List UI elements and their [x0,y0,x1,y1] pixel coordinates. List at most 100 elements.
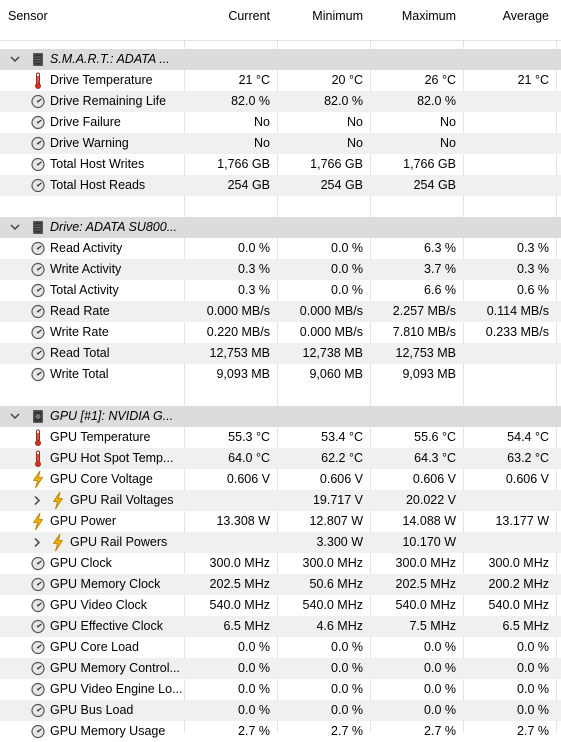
maximum-value: 55.6 °C [414,430,456,444]
average-value: 0.0 % [517,703,549,717]
sensor-label: Total Host Reads [50,178,146,192]
current-value: 21 °C [238,73,270,87]
sensor-label: Drive Warning [50,136,129,150]
current-value: 0.0 % [238,241,270,255]
minimum-value: 0.0 % [331,262,363,276]
sensor-row[interactable]: GPU Clock 300.0 MHz 300.0 MHz 300.0 MHz 300.… [0,553,561,574]
sensor-label: GPU Memory Control... [50,661,180,675]
minimum-value: 0.606 V [319,472,363,486]
average-value: 0.3 % [517,262,549,276]
column-header-maximum[interactable]: Maximum [401,9,456,23]
minimum-value: 0.0 % [331,703,363,717]
sensor-group-row[interactable]: S.M.A.R.T.: ADATA ... [0,49,561,70]
sensor-label: GPU Bus Load [50,703,134,717]
sensor-label: GPU Hot Spot Temp... [50,451,174,465]
sensor-row[interactable]: GPU Bus Load 0.0 % 0.0 % 0.0 % 0.0 % [0,700,561,721]
current-value [184,490,270,511]
current-value: 0.000 MB/s [206,304,270,318]
sensor-row[interactable]: Write Activity 0.3 % 0.0 % 3.7 % 0.3 % [0,259,561,280]
sensor-row[interactable]: GPU Core Voltage 0.606 V 0.606 V 0.606 V 0.6… [0,469,561,490]
thermometer-icon [30,427,46,448]
sensor-label: Drive Failure [50,115,121,129]
sensor-group-row[interactable]: GPU [#1]: NVIDIA G... [0,406,561,427]
gauge-icon [30,322,46,343]
current-value: 0.3 % [238,262,270,276]
average-value [463,532,549,553]
sensor-row[interactable]: Drive Remaining Life 82.0 % 82.0 % 82.0 % [0,91,561,112]
sensor-label: GPU Clock [50,556,112,570]
gauge-icon [30,133,46,154]
sensor-row[interactable]: GPU Effective Clock 6.5 MHz 4.6 MHz 7.5 MHz… [0,616,561,637]
average-value: 0.114 MB/s [486,304,549,318]
sensor-row[interactable]: GPU Video Engine Lo... 0.0 % 0.0 % 0.0 % 0.0… [0,679,561,700]
average-value [463,343,549,364]
sensor-row[interactable]: GPU Hot Spot Temp... 64.0 °C 62.2 °C 64.3 °… [0,448,561,469]
sensor-group-row[interactable]: Drive: ADATA SU800... [0,217,561,238]
sensor-subgroup-row[interactable]: GPU Rail Voltages 19.717 V 20.022 V [0,490,561,511]
gauge-icon [30,595,46,616]
drive-icon [30,217,46,238]
maximum-value: 82.0 % [417,94,456,108]
gauge-icon [30,301,46,322]
current-value: 82.0 % [231,94,270,108]
sensor-label: Read Rate [50,304,110,318]
minimum-value: 3.300 W [316,535,363,549]
chevron-right-icon[interactable] [30,532,44,553]
sensor-label: Read Activity [50,241,123,255]
sensor-row[interactable]: GPU Memory Clock 202.5 MHz 50.6 MHz 202.5 M… [0,574,561,595]
chevron-right-icon[interactable] [30,490,44,511]
sensor-row[interactable]: GPU Core Load 0.0 % 0.0 % 0.0 % 0.0 % [0,637,561,658]
sensor-row[interactable]: Read Rate 0.000 MB/s 0.000 MB/s 2.257 MB/s 0… [0,301,561,322]
sensor-row[interactable]: Total Host Writes 1,766 GB 1,766 GB 1,766 G… [0,154,561,175]
minimum-value: 62.2 °C [321,451,363,465]
sensor-row[interactable]: Read Activity 0.0 % 0.0 % 6.3 % 0.3 % [0,238,561,259]
maximum-value: 12,753 MB [395,346,456,360]
maximum-value: 64.3 °C [414,451,456,465]
sensor-subgroup-row[interactable]: GPU Rail Powers 3.300 W 10.170 W [0,532,561,553]
maximum-value: 20.022 V [405,493,456,507]
minimum-value: No [347,136,363,150]
average-value: 0.6 % [517,283,549,297]
column-header-average[interactable]: Average [502,9,549,23]
gauge-icon [30,154,46,175]
sensor-row[interactable]: Total Host Reads 254 GB 254 GB 254 GB [0,175,561,196]
minimum-value: 540.0 MHz [302,598,363,612]
minimum-value: 12,738 MB [302,346,363,360]
minimum-value: 0.0 % [331,640,363,654]
chevron-down-icon[interactable] [8,406,22,427]
sensor-row[interactable]: Write Total 9,093 MB 9,060 MB 9,093 MB [0,364,561,385]
sensor-row[interactable]: GPU Power 13.308 W 12.807 W 14.088 W 13.177 … [0,511,561,532]
minimum-value: 0.0 % [331,241,363,255]
sensor-row[interactable]: Drive Temperature 21 °C 20 °C 26 °C 21 °C [0,70,561,91]
chevron-down-icon[interactable] [8,49,22,70]
chevron-down-icon[interactable] [8,217,22,238]
sensor-row[interactable]: Drive Failure No No No [0,112,561,133]
current-value: 55.3 °C [228,430,270,444]
sensor-label: GPU Core Voltage [50,472,153,486]
gauge-icon [30,259,46,280]
minimum-value: 82.0 % [324,94,363,108]
average-value: 21 °C [517,73,549,87]
maximum-value: 0.0 % [424,703,456,717]
sensor-label: Read Total [50,346,110,360]
sensor-label: Drive Remaining Life [50,94,167,108]
average-value: 63.2 °C [507,451,549,465]
sensor-row[interactable]: GPU Video Clock 540.0 MHz 540.0 MHz 540.0 M… [0,595,561,616]
column-header-sensor[interactable]: Sensor [8,9,48,23]
sensor-row[interactable]: Read Total 12,753 MB 12,738 MB 12,753 MB [0,343,561,364]
sensor-list: S.M.A.R.T.: ADATA ... Drive Temperature 21… [0,49,561,742]
average-value [463,364,549,385]
column-separator [556,0,557,732]
sensor-row[interactable]: GPU Temperature 55.3 °C 53.4 °C 55.6 °C 54.4… [0,427,561,448]
sensor-label: GPU Rail Voltages [70,493,174,507]
sensor-row[interactable]: Total Activity 0.3 % 0.0 % 6.6 % 0.6 % [0,280,561,301]
column-header-current[interactable]: Current [228,9,270,23]
sensor-row[interactable]: Write Rate 0.220 MB/s 0.000 MB/s 7.810 MB/s… [0,322,561,343]
minimum-value: No [347,115,363,129]
gauge-icon [30,637,46,658]
sensor-row[interactable]: Drive Warning No No No [0,133,561,154]
current-value: 0.0 % [238,640,270,654]
column-header-minimum[interactable]: Minimum [312,9,363,23]
current-value: 0.0 % [238,661,270,675]
sensor-row[interactable]: GPU Memory Control... 0.0 % 0.0 % 0.0 % 0.0 … [0,658,561,679]
